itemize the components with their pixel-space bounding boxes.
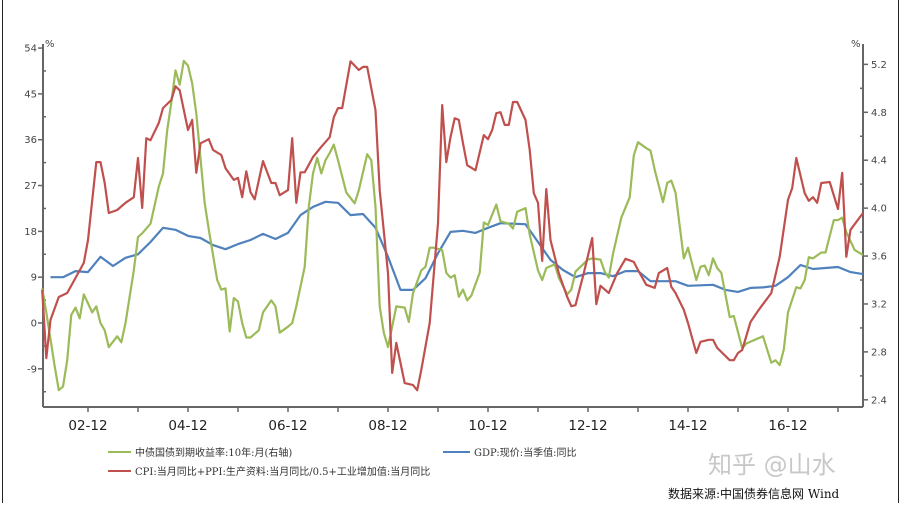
axes: 54 45 36 27 18 9 0 -9 5.2 4.8 4.4 4.0 3.6 3.2 2.8 2.4%%… bbox=[24, 39, 887, 434]
series-line-composite bbox=[41, 60, 864, 392]
right-unit-label: % bbox=[851, 39, 861, 50]
left-tick-label: 45 bbox=[24, 89, 37, 100]
x-tick-label: 10-12 bbox=[468, 418, 507, 434]
legend-label-composite: CPI:当月同比+PPI:生产资料:当月同比/0.5+工业增加值:当月同比 bbox=[135, 465, 430, 478]
left-tick-label: 9 bbox=[31, 273, 37, 284]
right-tick-label: 4.8 bbox=[871, 108, 887, 119]
right-tick-label: 4.4 bbox=[871, 156, 887, 167]
left-tick-label: 18 bbox=[24, 227, 37, 238]
left-tick-label: 27 bbox=[24, 181, 37, 192]
legend-label-gdp: GDP:现价:当季值:同比 bbox=[474, 446, 577, 459]
right-tick-label: 5.2 bbox=[871, 60, 887, 71]
x-tick-label: 14-12 bbox=[668, 418, 707, 434]
left-tick-label: 54 bbox=[24, 44, 37, 55]
x-tick-label: 08-12 bbox=[368, 418, 407, 434]
left-tick-label: 36 bbox=[24, 135, 37, 146]
legend: 中债国债到期收益率:10年:月(右轴) GDP:现价:当季值:同比 CPI:当月… bbox=[108, 446, 577, 478]
right-tick-label: 2.8 bbox=[871, 347, 887, 358]
watermark: 知乎 @山水 bbox=[708, 451, 836, 479]
right-tick-label: 3.2 bbox=[871, 299, 887, 310]
x-tick-label: 02-12 bbox=[68, 418, 107, 434]
series-line-gdp bbox=[50, 200, 864, 293]
left-tick-label: -9 bbox=[27, 364, 37, 375]
legend-label-bond: 中债国债到期收益率:10年:月(右轴) bbox=[135, 446, 292, 459]
left-unit-label: % bbox=[45, 39, 55, 50]
right-tick-label: 4.0 bbox=[871, 204, 887, 215]
x-tick-label: 12-12 bbox=[568, 418, 607, 434]
x-tick-label: 16-12 bbox=[768, 418, 807, 434]
series-lines bbox=[41, 59, 864, 392]
series-line-bond bbox=[41, 59, 864, 392]
x-tick-label: 06-12 bbox=[268, 418, 307, 434]
data-source: 数据来源:中国债券信息网 Wind bbox=[668, 486, 840, 501]
left-tick-label: 0 bbox=[31, 318, 37, 329]
right-tick-label: 2.4 bbox=[871, 395, 887, 406]
right-tick-label: 3.6 bbox=[871, 252, 887, 263]
x-tick-label: 04-12 bbox=[168, 418, 207, 434]
